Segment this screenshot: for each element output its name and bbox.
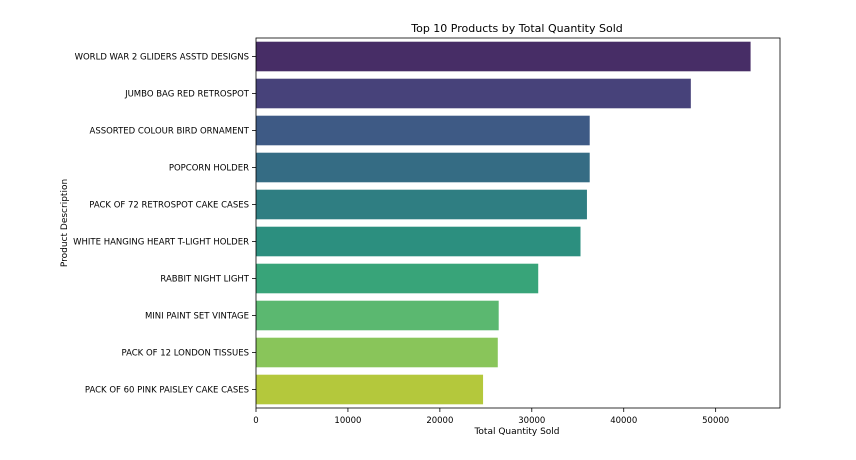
x-tick-label: 50000 <box>702 416 729 426</box>
y-tick-label: RABBIT NIGHT LIGHT <box>160 275 249 285</box>
plot-area-frame <box>255 37 781 409</box>
x-axis-label: Total Quantity Sold <box>473 427 559 437</box>
bar <box>256 226 581 257</box>
x-tick-label: 10000 <box>334 416 361 426</box>
x-tick-label: 0 <box>253 416 258 426</box>
bar <box>256 374 484 405</box>
bar <box>256 41 751 72</box>
bar <box>256 300 499 331</box>
y-tick-label: PACK OF 72 RETROSPOT CAKE CASES <box>89 201 249 211</box>
y-axis-label: Product Description <box>60 179 70 267</box>
y-axis-ticks: WORLD WAR 2 GLIDERS ASSTD DESIGNS JUMBO B… <box>73 53 256 396</box>
y-tick-label: WHITE HANGING HEART T-LIGHT HOLDER <box>73 238 249 248</box>
y-tick-label: PACK OF 60 PINK PAISLEY CAKE CASES <box>85 386 249 396</box>
x-tick-label: 40000 <box>610 416 637 426</box>
bar <box>256 337 498 368</box>
y-tick-label: MINI PAINT SET VINTAGE <box>145 312 249 322</box>
bar <box>256 78 691 109</box>
bar <box>256 263 539 294</box>
x-tick-label: 20000 <box>426 416 453 426</box>
bars-group <box>256 41 751 405</box>
chart-title: Top 10 Products by Total Quantity Sold <box>410 22 623 35</box>
bar <box>256 152 590 183</box>
bar <box>256 115 590 146</box>
x-axis-ticks: 0 10000 20000 30000 40000 50000 <box>253 408 729 426</box>
y-tick-label: WORLD WAR 2 GLIDERS ASSTD DESIGNS <box>75 53 249 63</box>
x-tick-label: 30000 <box>518 416 545 426</box>
y-tick-label: POPCORN HOLDER <box>169 164 249 174</box>
y-tick-label: PACK OF 12 LONDON TISSUES <box>121 349 249 359</box>
bar <box>256 189 587 220</box>
y-tick-label: ASSORTED COLOUR BIRD ORNAMENT <box>90 127 250 137</box>
y-tick-label: JUMBO BAG RED RETROSPOT <box>124 90 250 100</box>
